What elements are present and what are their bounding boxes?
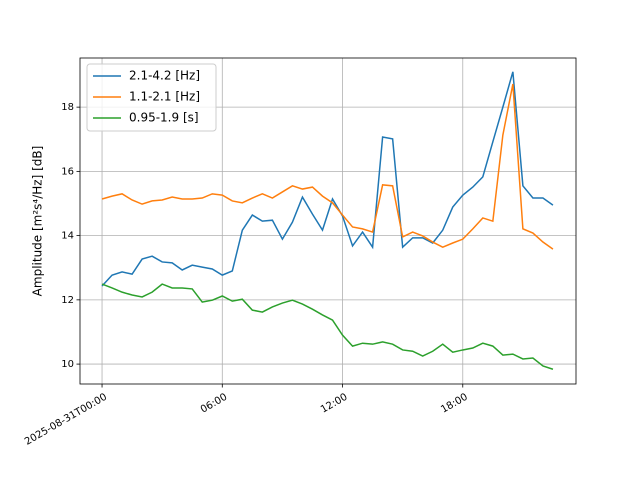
y-tick-label: 16	[61, 166, 74, 177]
x-tick-label: 18:00	[439, 392, 469, 416]
y-tick-label: 18	[61, 102, 74, 113]
series-line	[101, 71, 554, 287]
legend-label: 0.95-1.9 [s]	[129, 111, 199, 125]
x-tick-label: 06:00	[199, 392, 229, 416]
y-tick-label: 10	[61, 359, 74, 370]
legend-label: 2.1-4.2 [Hz]	[129, 69, 200, 83]
legend-box	[86, 63, 217, 132]
x-tick-label: 12:00	[319, 392, 349, 416]
legend-label: 1.1-2.1 [Hz]	[129, 90, 200, 104]
y-axis-label: Amplitude [m²s⁴/Hz] [dB]	[31, 146, 45, 297]
legend: 2.1-4.2 [Hz] 1.1-2.1 [Hz] 0.95-1.9 [s]	[86, 63, 217, 132]
series-line	[101, 83, 554, 250]
y-tick-label: 12	[61, 295, 74, 306]
series-line	[101, 283, 554, 370]
y-tick-label: 14	[61, 231, 74, 242]
x-tick-label: 2025-08-31T00:00	[23, 392, 109, 448]
plot-frame	[79, 57, 577, 385]
